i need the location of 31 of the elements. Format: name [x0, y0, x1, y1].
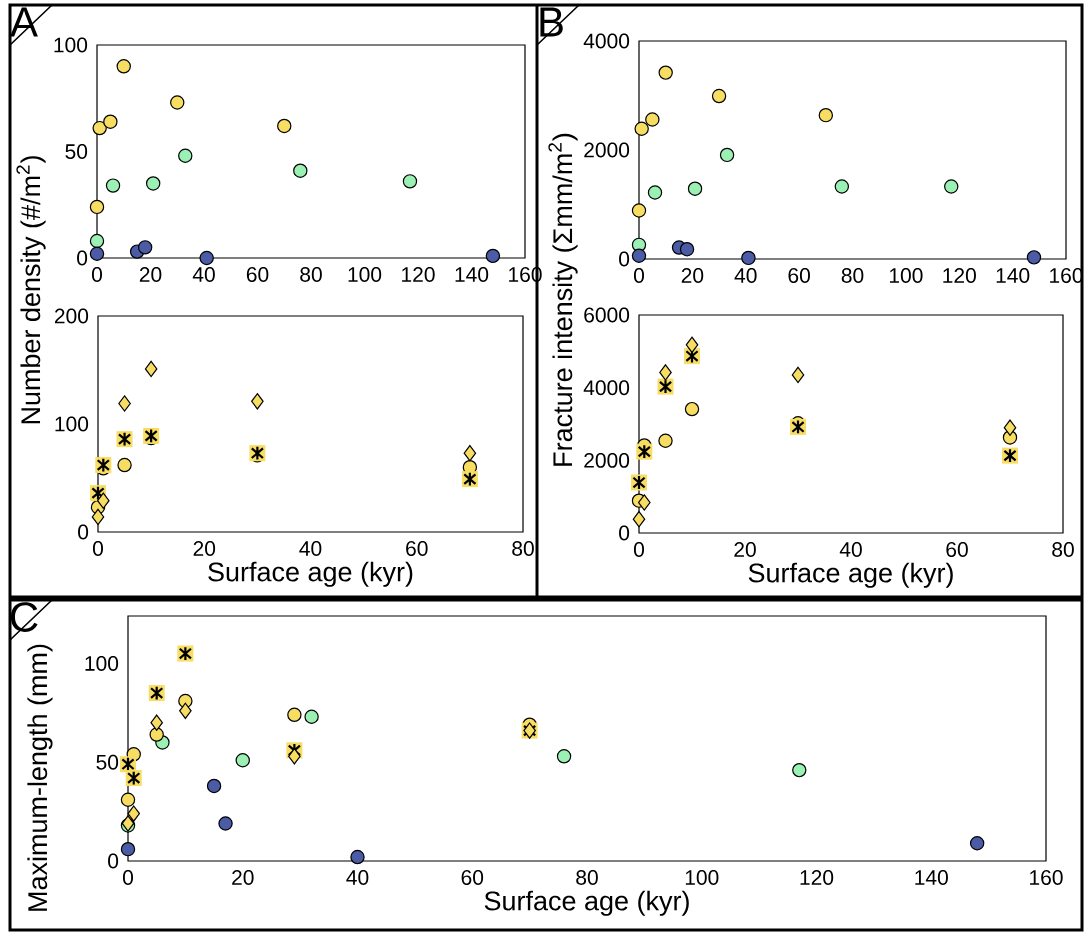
x-tick-label: 20	[232, 870, 254, 885]
y-axis-title: Maximum-length (mm)	[27, 644, 53, 911]
y-tick-label: 50	[96, 754, 119, 770]
point	[556, 749, 572, 764]
point	[179, 702, 192, 720]
point	[150, 714, 163, 731]
point	[218, 816, 233, 831]
point	[304, 709, 319, 724]
point	[969, 836, 985, 851]
y-tick-label: 0	[108, 853, 119, 869]
y-tick-label: 100	[85, 656, 119, 671]
point	[127, 805, 141, 822]
point	[288, 748, 301, 765]
point	[792, 762, 807, 778]
point	[149, 727, 164, 742]
x-tick-label: 60	[461, 870, 484, 885]
x-tick-label: 140	[915, 870, 948, 885]
x-axis-title: Surface age (kyr)	[484, 890, 689, 916]
x-tick-label: 80	[576, 870, 598, 885]
point	[206, 778, 222, 794]
x-tick-label: 120	[800, 870, 834, 885]
point	[350, 849, 365, 865]
point	[287, 707, 302, 722]
point	[120, 792, 136, 807]
x-tick-label: 40	[346, 870, 369, 885]
x-tick-label: 160	[1030, 870, 1063, 885]
x-tick-label: 100	[685, 870, 719, 885]
x-tick-label: 0	[122, 870, 134, 885]
point	[120, 841, 136, 857]
point	[235, 753, 250, 768]
text: C	[10, 602, 38, 632]
